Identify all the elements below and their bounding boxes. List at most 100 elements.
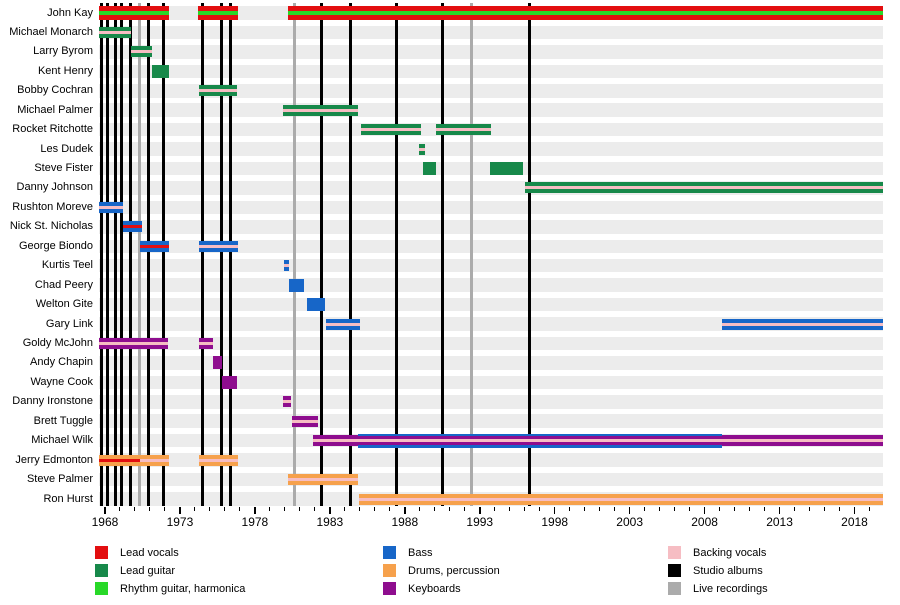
studio-album-swatch (668, 564, 681, 577)
minor-tick (719, 507, 721, 511)
minor-tick (209, 507, 211, 511)
axis-tick-label: 2018 (841, 515, 868, 529)
backing-vocals-band (435, 128, 491, 132)
member-bar (357, 433, 723, 448)
live-recording-line (469, 3, 473, 506)
legend-label: Backing vocals (693, 547, 767, 559)
lead-guitar-band (198, 85, 237, 90)
member-label: Michael Palmer (17, 103, 93, 116)
minor-tick (644, 507, 646, 511)
bass-band (283, 260, 289, 265)
row-band (99, 122, 883, 137)
row-band (99, 297, 883, 312)
member-label: George Biondo (19, 239, 93, 252)
minor-tick (224, 507, 226, 511)
bass-band (357, 433, 723, 437)
lead-guitar-swatch (95, 564, 108, 577)
backing-vocals-band (198, 341, 214, 345)
member-label: Danny Johnson (16, 181, 93, 194)
major-tick (179, 507, 181, 514)
member-bar (435, 124, 491, 136)
rhythm-guitar-band (197, 11, 238, 15)
lead-guitar-band (131, 53, 153, 58)
studio-album-line (440, 3, 444, 506)
bass-band (357, 445, 723, 448)
backing-vocals-band (198, 458, 238, 462)
studio-album-line (147, 3, 151, 506)
member-bar (306, 298, 325, 312)
member-label: Brett Tuggle (33, 414, 93, 427)
lead-guitar-band (152, 64, 169, 78)
legend-label: Keyboards (408, 583, 461, 595)
lead-guitar-band (419, 150, 426, 155)
bass-band (122, 228, 142, 233)
studio-album-line (320, 3, 324, 506)
legend-label: Studio albums (693, 565, 763, 577)
drums-band (99, 454, 140, 459)
row-band (99, 103, 883, 117)
backing-vocals-band (722, 439, 883, 443)
member-label: Ron Hurst (43, 492, 93, 505)
drums-band (198, 454, 238, 459)
studio-album-line (106, 3, 110, 506)
lead-guitar-band (489, 162, 524, 176)
member-label: Les Dudek (40, 142, 93, 155)
member-label: Gary Link (45, 317, 93, 330)
minor-tick (284, 507, 286, 511)
minor-tick (194, 507, 196, 511)
member-label: Andy Chapin (30, 356, 93, 369)
minor-tick (344, 507, 346, 511)
minor-tick (239, 507, 241, 511)
keyboards-band (291, 415, 319, 420)
major-tick (254, 507, 256, 514)
legend-label: Bass (408, 547, 433, 559)
row-band (99, 278, 883, 292)
keyboards-band (282, 396, 292, 401)
row-band (99, 375, 883, 390)
lead-vocals-band (287, 6, 883, 11)
backing-vocals-band (360, 128, 421, 132)
member-label: Bobby Cochran (17, 84, 93, 97)
rhythm-guitar-band (99, 11, 169, 15)
row-band (99, 336, 883, 351)
minor-tick (374, 507, 376, 511)
minor-tick (149, 507, 151, 511)
bass-band (99, 201, 124, 206)
backing-vocals-band (722, 322, 883, 326)
minor-tick (524, 507, 526, 511)
keyboards-band (357, 442, 723, 446)
minor-tick (674, 507, 676, 511)
row-band (99, 64, 883, 79)
member-bar (489, 162, 524, 176)
member-label: Wayne Cook (30, 375, 93, 388)
studio-album-line (161, 3, 165, 506)
studio-album-line (100, 3, 104, 506)
keyboards-band (221, 375, 237, 389)
lead-vocals-band (99, 458, 140, 462)
bass-band (139, 247, 169, 252)
bass-band (122, 221, 142, 226)
member-bar (139, 454, 169, 466)
lead-guitar-band (282, 104, 358, 109)
member-bar (287, 474, 358, 486)
backing-vocals-band (325, 322, 360, 326)
backing-vocals-band (313, 439, 358, 443)
member-label: Kurtis Teel (41, 259, 93, 272)
major-tick (703, 507, 706, 514)
member-label: Steve Palmer (26, 473, 93, 486)
lead-guitar-band (360, 124, 421, 129)
rhythm-guitar-band (287, 11, 883, 15)
lead-vocals-band (197, 15, 238, 20)
member-bar (525, 182, 883, 194)
backing-vocals-band (282, 108, 358, 112)
minor-tick (809, 507, 811, 511)
axis-tick-label: 1968 (91, 515, 119, 529)
lead-guitar-band (198, 92, 237, 97)
member-bar (283, 260, 289, 272)
bass-band (306, 298, 325, 312)
backing-vocals-band (291, 419, 319, 423)
member-bar (152, 64, 169, 78)
minor-tick (749, 507, 751, 511)
backing-vocals-band (198, 244, 238, 248)
backing-vocals-band (357, 439, 723, 443)
